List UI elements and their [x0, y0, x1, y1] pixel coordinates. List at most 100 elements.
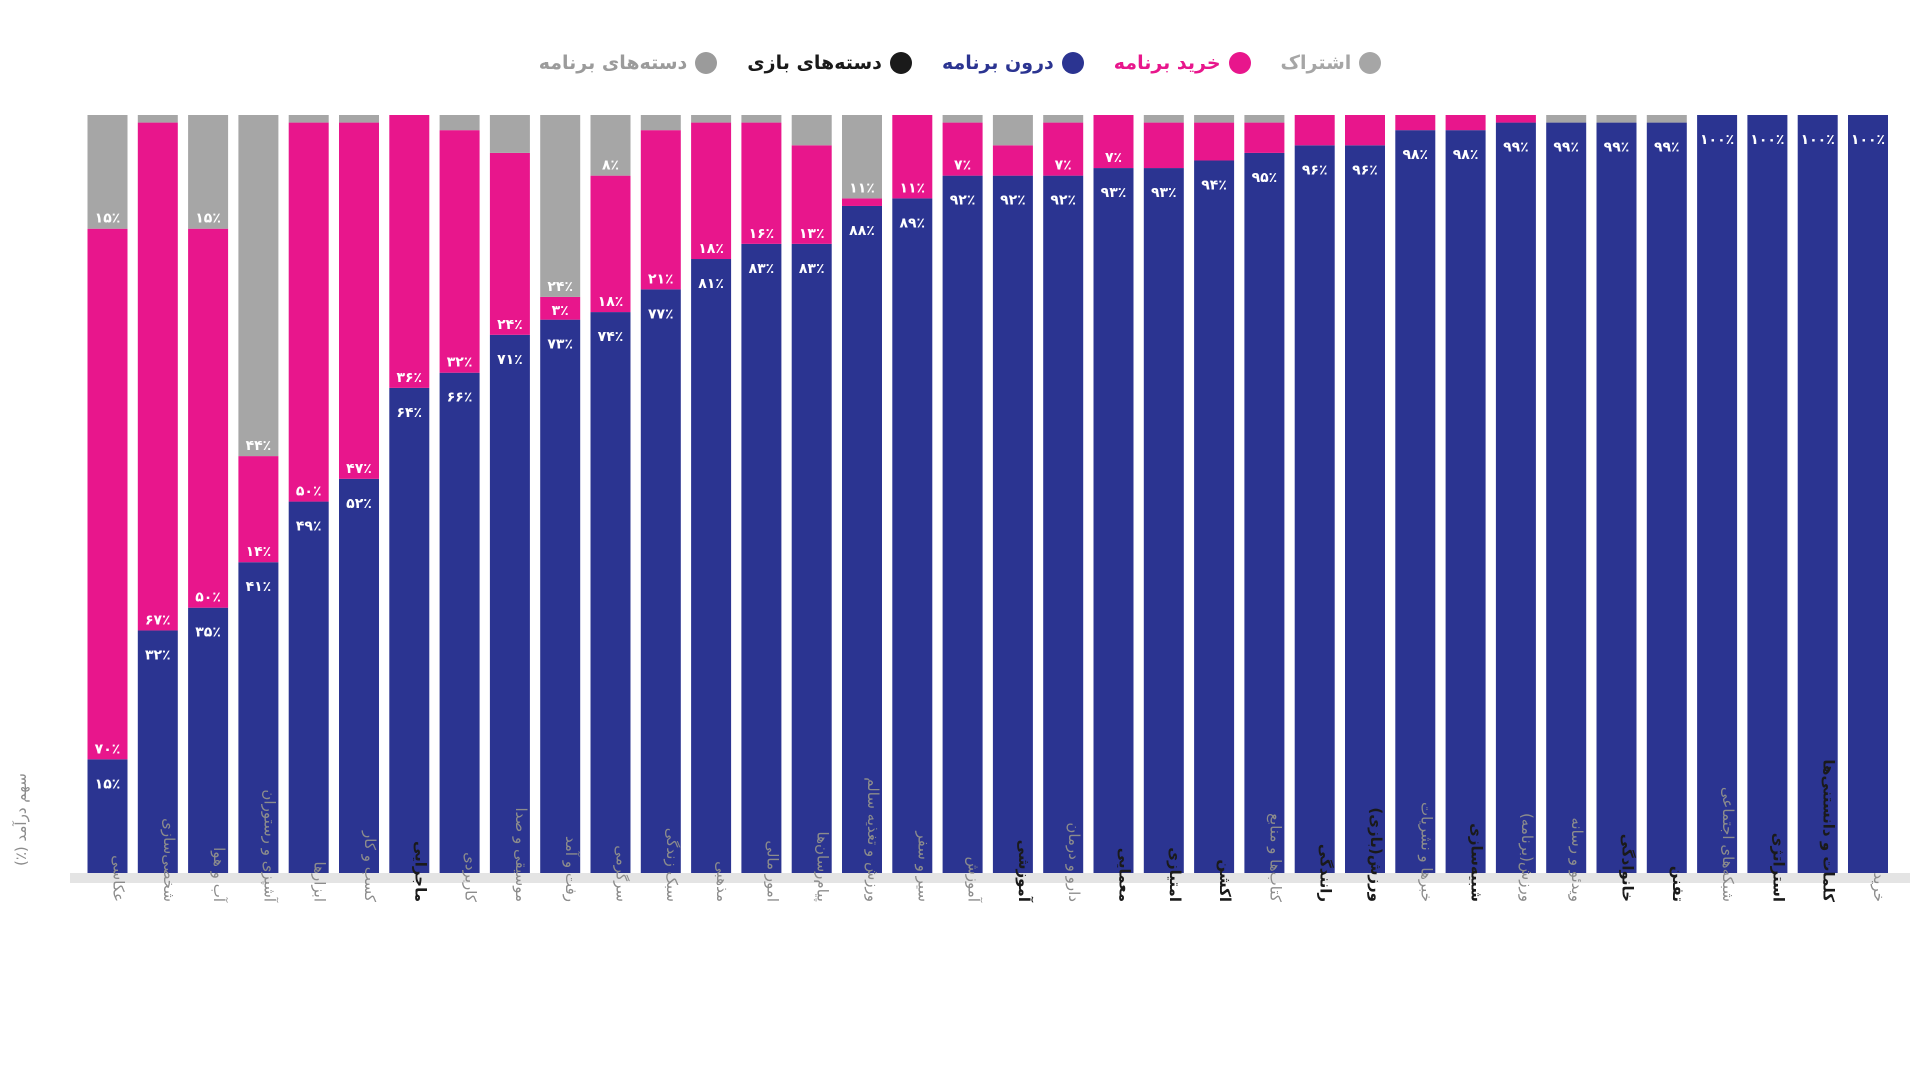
- data-label-inapp: ۸۱٪: [698, 276, 724, 292]
- category-label: خبرها و نشریات: [1417, 802, 1435, 902]
- bar-segment-inapp: [389, 387, 430, 873]
- data-label-inapp: ۹۴٪: [1201, 177, 1227, 193]
- bar-group-3: ۱۰۰٪ استراتژی: [1747, 115, 1788, 902]
- category-label: ورزش(برنامه): [1518, 813, 1536, 902]
- data-label-purchase: ۷٪: [954, 158, 971, 174]
- category-label: امتیازی: [1166, 847, 1184, 902]
- x-axis-baseline: [70, 873, 1910, 883]
- bar-segment-inapp: [1445, 130, 1486, 873]
- category-label: سیر و سفر: [914, 830, 932, 902]
- bar-segment-subscription: [691, 115, 732, 123]
- bar-segment-purchase: [389, 115, 430, 388]
- bar-segment-inapp: [238, 562, 279, 873]
- bar-segment-subscription: [288, 115, 329, 123]
- bar-segment-inapp: [540, 319, 581, 873]
- bar-segment-inapp: [1546, 122, 1587, 873]
- data-label-purchase: ۱۸٪: [598, 294, 624, 310]
- bar-segment-purchase: [1495, 115, 1536, 123]
- data-label-purchase: ۵۰٪: [296, 484, 322, 500]
- category-label: کاربردی: [462, 852, 480, 903]
- data-label-inapp: ۹۶٪: [1302, 162, 1328, 178]
- bar-group-15: ۹۳٪ امتیازی: [1143, 115, 1184, 902]
- data-label-purchase: ۲۴٪: [497, 317, 523, 333]
- category-label: آب و هوا: [210, 847, 228, 903]
- bar-segment-purchase: [137, 122, 178, 631]
- data-label-inapp: ۹۲٪: [1050, 193, 1076, 209]
- bar-segment-purchase: [1244, 122, 1285, 153]
- data-label-purchase: ۷۰٪: [95, 741, 121, 757]
- category-label: شخصی‌سازی: [160, 818, 178, 902]
- bar-segment-subscription: [339, 115, 379, 123]
- bar-segment-purchase: [640, 130, 681, 290]
- bar-segment-inapp: [691, 259, 732, 873]
- data-label-purchase: ۵۰٪: [195, 590, 221, 606]
- bar-segment-inapp: [188, 607, 229, 873]
- data-label-inapp: ۸۸٪: [849, 223, 875, 239]
- bar-segment-inapp: [1797, 115, 1838, 873]
- bar-segment-purchase: [288, 122, 329, 502]
- legend: اشتراک خرید برنامه درون برنامه دسته‌های باز…: [0, 46, 1920, 80]
- data-label-inapp: ۹۹٪: [1604, 140, 1630, 156]
- bar-group-18: ۹۲٪ آموزشی: [992, 115, 1033, 903]
- legend-swatch-5: [695, 52, 718, 74]
- bar-segment-subscription: [1546, 115, 1587, 123]
- data-label-inapp: ۳۵٪: [195, 625, 221, 641]
- bar-group-24: ۸۱٪ ۱۸٪ مذهبی: [691, 115, 732, 902]
- legend-label-2: خرید برنامه: [1113, 52, 1221, 74]
- data-label-subscription: ۴۴٪: [246, 438, 272, 454]
- category-label: امور مالی: [763, 840, 781, 902]
- data-label-inapp: ۹۸٪: [1453, 147, 1479, 163]
- bar-segment-subscription: [741, 115, 782, 123]
- data-label-inapp: ۹۹٪: [1553, 140, 1579, 156]
- bar-segment-purchase: [1194, 122, 1235, 161]
- bar-group-27: ۷۳٪ ۳٪ ۲۴٪ رفت و آمد: [540, 115, 581, 902]
- legend-item-1: اشتراک: [1281, 52, 1382, 74]
- bar-segment-inapp: [1495, 122, 1536, 873]
- category-label: موسیقی و صدا: [512, 807, 530, 902]
- data-label-purchase: ۶۷٪: [145, 612, 171, 628]
- bar-group-7: ۹۹٪ ویدئو و رسانه: [1546, 115, 1587, 902]
- bar-segment-subscription: [489, 115, 530, 153]
- bar-group-2: ۱۰۰٪ کلمات و دانستنی‌ها: [1797, 115, 1838, 902]
- category-label: خرید: [1870, 872, 1888, 902]
- bar-segment-purchase: [439, 130, 480, 373]
- bar-group-22: ۸۳٪ ۱۳٪ پیام‌رسان‌ها: [791, 115, 832, 902]
- bar-segment-inapp: [1043, 175, 1084, 873]
- data-label-inapp: ۸۹٪: [899, 215, 925, 231]
- bar-segment-subscription: [992, 115, 1033, 146]
- bar-segment-subscription: [137, 115, 178, 123]
- data-label-inapp: ۴۱٪: [246, 579, 272, 595]
- bar-segment-purchase: [87, 228, 128, 760]
- legend-item-4: دسته‌های بازی: [747, 52, 912, 74]
- bar-segment-inapp: [842, 205, 882, 873]
- category-label: عکاسی: [110, 855, 128, 902]
- data-label-inapp: ۷۳٪: [547, 337, 573, 353]
- category-label: دارو و درمان: [1065, 822, 1083, 902]
- bar-group-33: ۴۱٪ ۱۴٪ ۴۴٪ آشپزی و رستوران: [238, 115, 279, 903]
- bar-segment-purchase: [791, 145, 832, 244]
- bar-group-20: ۸۹٪ ۱۱٪ سیر و سفر: [892, 115, 933, 902]
- bar-segment-subscription: [238, 115, 279, 457]
- bar-segment-subscription: [791, 115, 832, 146]
- data-label-inapp: ۸۳٪: [799, 261, 825, 277]
- bar-group-8: ۹۹٪ ورزش(برنامه): [1495, 115, 1536, 902]
- bar-segment-subscription: [439, 115, 480, 131]
- bar-segment-inapp: [87, 759, 128, 873]
- bar-group-26: ۷۴٪ ۱۸٪ ۸٪ سرگرمی: [590, 115, 631, 902]
- data-label-inapp: ۹۸٪: [1402, 147, 1428, 163]
- data-label-subscription: ۱۵٪: [95, 211, 121, 227]
- bar-segment-subscription: [640, 115, 681, 131]
- data-label-purchase: ۴۷٪: [346, 461, 372, 477]
- bar-segment-purchase: [238, 456, 279, 563]
- bar-segment-purchase: [540, 296, 581, 320]
- data-label-inapp: ۱۰۰٪: [1801, 132, 1835, 148]
- legend-swatch-3: [1061, 52, 1084, 74]
- bar-segment-purchase: [1143, 122, 1184, 169]
- data-label-purchase: ۷٪: [1105, 150, 1122, 166]
- bar-group-28: ۷۱٪ ۲۴٪ موسیقی و صدا: [489, 115, 530, 902]
- bar-group-35: ۳۲٪ ۶۷٪ شخصی‌سازی: [137, 115, 178, 902]
- bar-group-5: ۹۹٪ تفنن: [1646, 115, 1687, 902]
- bar-group-14: ۹۴٪ اکشن: [1194, 115, 1235, 902]
- category-label: کلمات و دانستنی‌ها: [1820, 759, 1838, 902]
- data-label-inapp: ۱۰۰٪: [1851, 132, 1885, 148]
